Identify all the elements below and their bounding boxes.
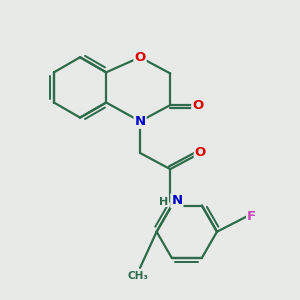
Text: CH₃: CH₃	[128, 271, 149, 281]
Text: H: H	[159, 196, 168, 206]
Text: N: N	[134, 115, 146, 128]
Text: O: O	[134, 51, 146, 64]
Text: O: O	[195, 146, 206, 159]
Text: F: F	[247, 210, 256, 223]
Text: O: O	[192, 99, 203, 112]
Text: N: N	[171, 194, 182, 207]
